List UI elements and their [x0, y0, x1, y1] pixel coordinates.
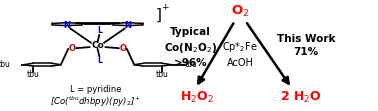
Text: O: O — [120, 44, 127, 53]
Text: tbu: tbu — [0, 60, 11, 69]
Text: H$_2$O$_2$: H$_2$O$_2$ — [180, 90, 214, 105]
Text: L: L — [97, 26, 102, 35]
Text: tbu: tbu — [156, 70, 169, 79]
Text: [Co($^{tbu}$dhbpy)(py)$_2$]$^+$: [Co($^{tbu}$dhbpy)(py)$_2$]$^+$ — [50, 95, 141, 109]
Text: L = pyridine: L = pyridine — [70, 85, 121, 94]
Text: Typical
Co(N$_2$O$_2$)
>96%: Typical Co(N$_2$O$_2$) >96% — [164, 28, 217, 68]
Text: This Work
71%: This Work 71% — [277, 34, 335, 57]
Text: Co: Co — [91, 41, 104, 50]
Text: Cp*$_2$Fe
AcOH: Cp*$_2$Fe AcOH — [222, 40, 258, 68]
Text: 2 H$_2$O: 2 H$_2$O — [280, 90, 321, 105]
Text: ]: ] — [155, 8, 161, 23]
Text: O: O — [68, 44, 75, 53]
Text: N: N — [64, 21, 71, 30]
Text: tbu: tbu — [184, 60, 197, 69]
Text: N: N — [124, 21, 131, 30]
Text: tbu: tbu — [26, 70, 39, 79]
Text: +: + — [161, 3, 169, 12]
Text: L: L — [97, 56, 102, 65]
Text: O$_2$: O$_2$ — [231, 4, 249, 19]
